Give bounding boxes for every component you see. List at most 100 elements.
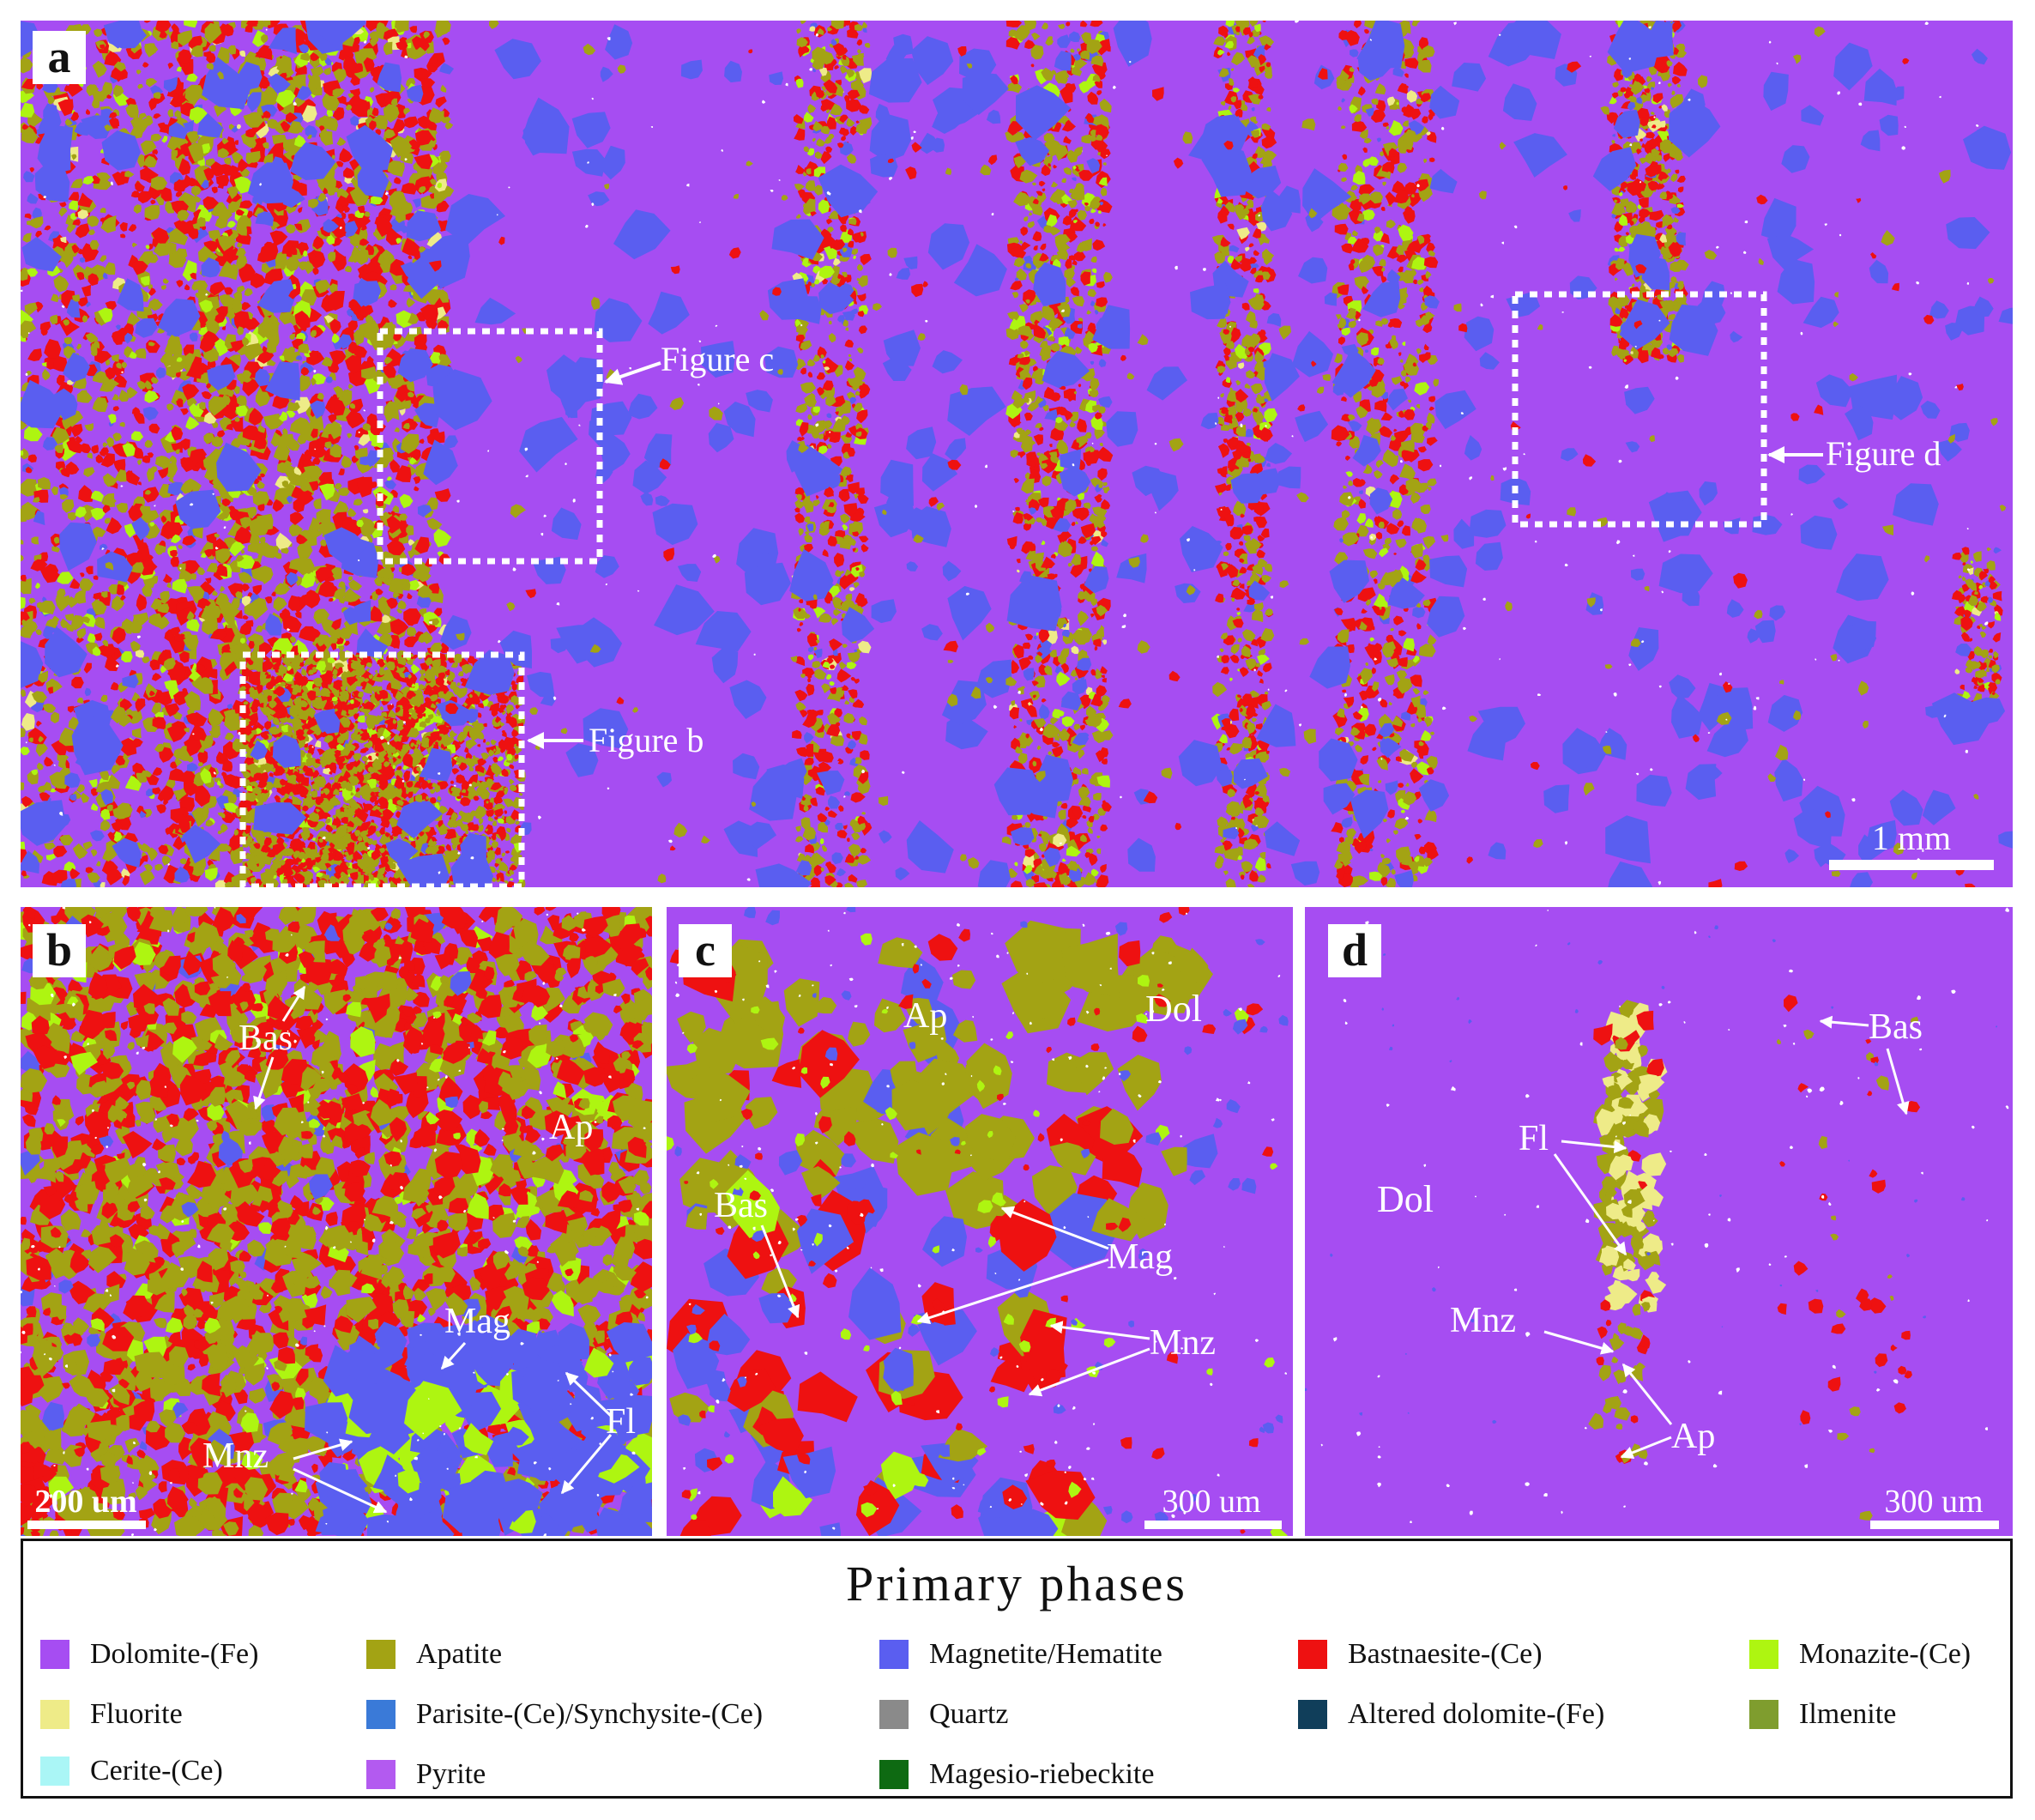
mineral-grain bbox=[140, 275, 150, 286]
mineral-grain bbox=[165, 200, 174, 214]
mineral-grain bbox=[34, 583, 40, 590]
mineral-grain bbox=[353, 444, 359, 450]
mineral-grain bbox=[304, 592, 321, 609]
mineral-grain bbox=[79, 577, 94, 591]
mineral-grain bbox=[100, 207, 106, 214]
mineral-grain bbox=[222, 23, 234, 37]
mineral-grain bbox=[239, 638, 245, 644]
mineral-grain bbox=[347, 93, 354, 99]
mineral-grain bbox=[333, 587, 346, 600]
mineral-grain bbox=[68, 191, 80, 202]
mineral-grain bbox=[155, 367, 167, 379]
mineral-grain bbox=[414, 130, 433, 146]
mineral-grain bbox=[296, 534, 308, 545]
mineral-grain bbox=[95, 861, 101, 867]
mineral-grain bbox=[75, 506, 87, 518]
mineral-grain bbox=[75, 436, 83, 445]
mineral-grain bbox=[235, 247, 246, 257]
mineral-grain bbox=[180, 438, 190, 450]
mineral-grain bbox=[317, 193, 327, 203]
mineral-grain bbox=[120, 233, 126, 239]
mineral-grain bbox=[120, 595, 126, 601]
mineral-grain bbox=[51, 711, 60, 723]
mineral-grain bbox=[47, 686, 54, 694]
mineral-grain bbox=[112, 458, 126, 473]
mineral-grain bbox=[209, 281, 226, 296]
mineral-grain bbox=[310, 330, 317, 338]
mineral-grain bbox=[126, 553, 143, 567]
mineral-grain bbox=[59, 834, 74, 846]
mineral-grain bbox=[393, 591, 401, 599]
mineral-grain bbox=[71, 614, 85, 631]
mineral-grain bbox=[353, 499, 363, 506]
mineral-grain bbox=[277, 462, 289, 474]
mineral-grain bbox=[103, 262, 116, 275]
mineral-grain bbox=[299, 571, 316, 589]
mineral-grain bbox=[351, 313, 361, 322]
mineral-grain bbox=[232, 151, 244, 164]
mineral-grain bbox=[326, 376, 333, 384]
mineral-grain bbox=[80, 616, 91, 624]
mineral-grain bbox=[192, 525, 204, 539]
mineral-grain bbox=[135, 650, 145, 658]
mineral-grain bbox=[171, 23, 179, 33]
mineral-grain bbox=[50, 314, 58, 325]
mineral-grain bbox=[237, 124, 241, 130]
mineral-grain bbox=[150, 133, 162, 142]
mineral-grain bbox=[111, 67, 124, 80]
mineral-grain bbox=[131, 728, 142, 739]
mineral-grain bbox=[69, 868, 81, 880]
mineral-grain bbox=[78, 248, 85, 255]
mineral-grain bbox=[58, 207, 68, 217]
mineral-grain bbox=[36, 82, 44, 90]
mineral-grain bbox=[234, 140, 239, 145]
mineral-grain bbox=[70, 178, 83, 189]
mineral-grain bbox=[348, 398, 364, 414]
mineral-grain bbox=[187, 756, 194, 763]
mineral-grain bbox=[245, 150, 261, 163]
mineral-grain bbox=[293, 466, 303, 475]
mineral-grain bbox=[157, 122, 166, 130]
mineral-grain bbox=[86, 108, 91, 115]
mineral-grain bbox=[28, 597, 36, 604]
mineral-grain bbox=[172, 789, 187, 802]
mineral-grain bbox=[294, 135, 306, 148]
mineral-grain bbox=[35, 231, 43, 238]
mineral-grain bbox=[59, 202, 67, 208]
mineral-grain bbox=[21, 849, 28, 863]
mineral-grain bbox=[155, 196, 165, 206]
mineral-grain bbox=[21, 102, 35, 118]
mineral-grain bbox=[406, 42, 412, 49]
mineral-grain bbox=[324, 117, 339, 131]
mineral-grain bbox=[162, 278, 169, 284]
mineral-grain bbox=[92, 60, 107, 78]
mineral-grain bbox=[371, 195, 383, 205]
mineral-grain bbox=[92, 526, 106, 537]
mineral-grain bbox=[77, 296, 88, 307]
mineral-grain bbox=[92, 646, 101, 656]
mineral-grain bbox=[71, 154, 77, 160]
mineral-grain bbox=[139, 112, 147, 120]
mineral-grain bbox=[90, 490, 104, 503]
mineral-grain bbox=[144, 770, 152, 777]
mineral-grain bbox=[50, 788, 57, 793]
mineral-grain bbox=[86, 565, 94, 575]
mineral-grain bbox=[130, 640, 141, 652]
mineral-grain bbox=[159, 540, 166, 547]
mineral-grain bbox=[308, 517, 320, 531]
mineral-grain bbox=[383, 129, 396, 139]
mineral-grain bbox=[35, 629, 42, 635]
mineral-grain bbox=[87, 215, 100, 227]
mineral-grain bbox=[386, 476, 392, 481]
mineral-grain bbox=[132, 762, 145, 773]
mineral-grain bbox=[179, 408, 189, 415]
mineral-grain bbox=[99, 644, 117, 657]
mineral-grain bbox=[35, 741, 48, 757]
mineral-grain bbox=[184, 737, 202, 757]
mineral-grain bbox=[393, 118, 406, 133]
mineral-grain bbox=[237, 326, 245, 336]
mineral-grain bbox=[190, 573, 197, 580]
mineral-grain bbox=[124, 470, 140, 486]
mineral-grain bbox=[282, 615, 302, 632]
mineral-grain bbox=[57, 588, 66, 598]
